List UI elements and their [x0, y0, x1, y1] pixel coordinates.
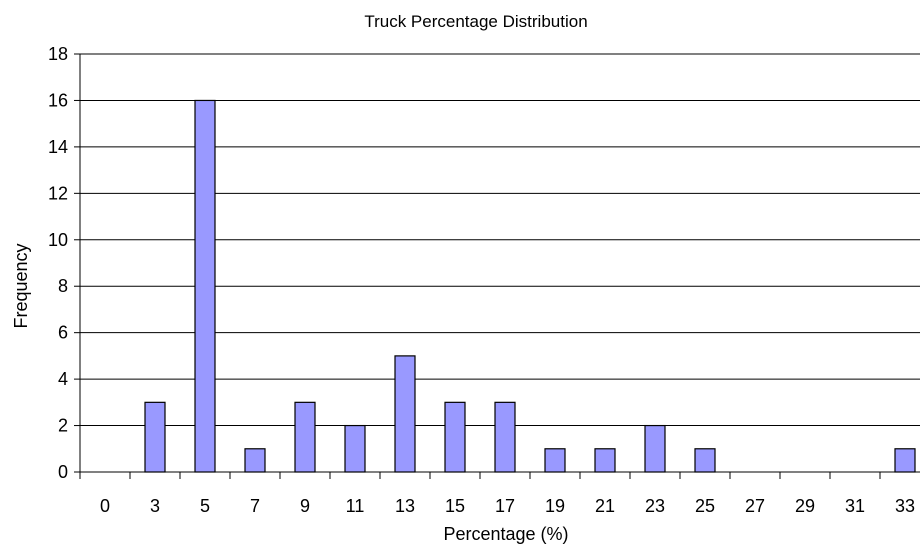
bar-21: [594, 448, 616, 473]
x-tick-label: 29: [795, 496, 815, 516]
y-tick-label: 2: [58, 416, 68, 436]
y-tick-label: 8: [58, 276, 68, 296]
y-axis-label: Frequency: [11, 243, 31, 328]
x-tick-label: 3: [150, 496, 160, 516]
x-tick-label: 27: [745, 496, 765, 516]
bar-33: [894, 448, 916, 473]
x-tick-label: 21: [595, 496, 615, 516]
bar-5: [194, 99, 216, 473]
x-tick-label: 17: [495, 496, 515, 516]
x-tick-label: 11: [346, 496, 365, 516]
x-tick-label: 25: [695, 496, 715, 516]
y-tick-label: 18: [48, 44, 68, 64]
bar-7: [244, 448, 266, 473]
x-tick-label: 33: [895, 496, 915, 516]
bar-11: [344, 424, 366, 473]
y-tick-label: 4: [58, 369, 68, 389]
bars: [144, 99, 916, 473]
x-tick-label: 31: [845, 496, 865, 516]
chart-title: Truck Percentage Distribution: [364, 12, 587, 31]
x-tick-label: 23: [645, 496, 665, 516]
bar-19: [544, 448, 566, 473]
bar-3: [144, 401, 166, 473]
x-tick-label: 15: [445, 496, 465, 516]
x-tick-label: 13: [395, 496, 415, 516]
bar-15: [444, 401, 466, 473]
x-tick-label: 0: [100, 496, 110, 516]
y-tick-labels: 0 2 4 6 8 10 12 14 16 18: [48, 44, 68, 482]
x-tick-labels: 0 3 5 7 9 11 13 15 17 19 21 23 25 27 29 31 33: [100, 496, 915, 516]
y-tick-label: 0: [58, 462, 68, 482]
bar-25: [694, 448, 716, 473]
y-tick-label: 6: [58, 323, 68, 343]
y-tick-label: 12: [48, 183, 68, 203]
x-tick-label: 9: [300, 496, 310, 516]
x-tick-label: 5: [200, 496, 210, 516]
y-tick-label: 16: [48, 90, 68, 110]
x-tick-label: 7: [250, 496, 260, 516]
bar-23: [644, 424, 666, 473]
x-axis-label: Percentage (%): [443, 524, 568, 544]
x-tick-label: 19: [545, 496, 565, 516]
gridlines: [80, 53, 920, 427]
bar-9: [294, 401, 316, 473]
y-tick-label: 14: [48, 137, 68, 157]
axes: [74, 53, 920, 479]
bar-13: [394, 355, 416, 473]
y-tick-label: 10: [48, 230, 68, 250]
bar-17: [494, 401, 516, 473]
